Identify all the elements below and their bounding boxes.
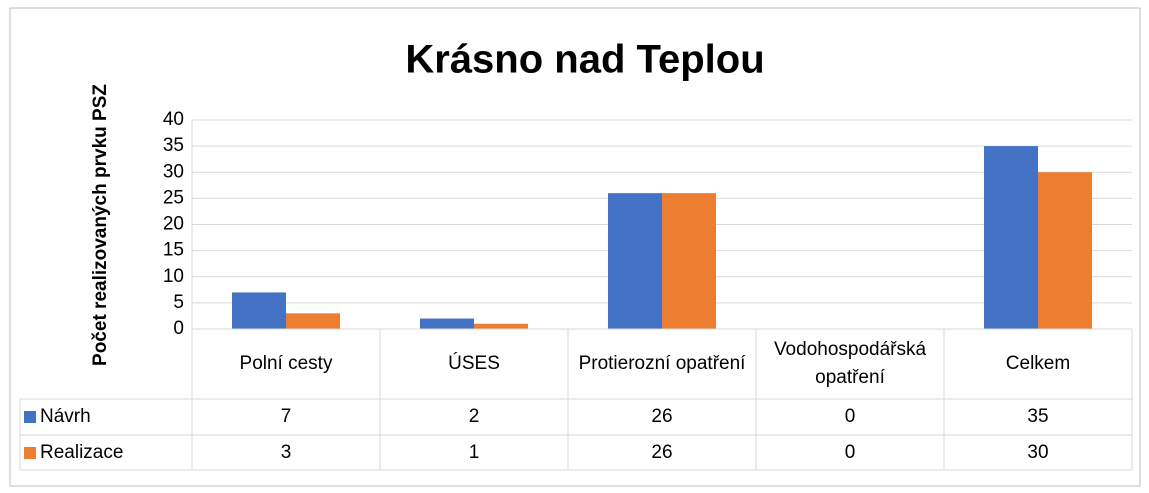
legend-item: Návrh xyxy=(20,399,192,435)
bar xyxy=(420,318,474,329)
table-value: 30 xyxy=(1027,441,1049,463)
y-tick-label: 35 xyxy=(163,135,184,156)
legend-key xyxy=(24,446,36,459)
y-tick-label: 20 xyxy=(163,214,184,235)
bar xyxy=(286,313,340,329)
table-value: 35 xyxy=(1027,406,1049,427)
category-label: Protierozní opatření xyxy=(578,353,746,374)
table-value: 1 xyxy=(468,441,480,463)
category-label: Vodohospodářská opatření xyxy=(773,339,927,388)
y-tick-label: 5 xyxy=(173,292,184,313)
table-value: 26 xyxy=(651,441,673,463)
legend-item: Realizace xyxy=(20,435,192,470)
y-tick-label: 15 xyxy=(163,240,184,261)
bar xyxy=(984,146,1038,329)
table-value: 0 xyxy=(844,441,856,463)
category-label: Polní cesty xyxy=(239,353,333,374)
bar xyxy=(232,292,286,329)
category-label: Celkem xyxy=(1005,353,1071,374)
table-value: 0 xyxy=(844,406,856,427)
chart-border xyxy=(9,7,1141,487)
table-value: 3 xyxy=(280,441,292,463)
legend-key xyxy=(24,411,36,423)
bar xyxy=(1038,172,1092,329)
table-value: 7 xyxy=(280,406,292,427)
chart-title: Krásno nad Teplou xyxy=(405,38,764,82)
legend-label: Návrh xyxy=(40,406,91,427)
y-axis-label: Počet realizovaných prvku PSZ xyxy=(90,84,111,366)
y-tick-label: 30 xyxy=(163,161,184,182)
y-tick-label: 40 xyxy=(163,109,184,130)
table-value: 2 xyxy=(468,406,480,427)
bar xyxy=(474,323,528,329)
bar xyxy=(608,193,662,329)
y-tick-label: 10 xyxy=(163,266,184,287)
bar xyxy=(662,193,716,329)
legend-label: Realizace xyxy=(40,441,124,463)
y-tick-label: 0 xyxy=(173,318,184,339)
y-tick-label: 25 xyxy=(163,187,184,208)
table-value: 26 xyxy=(651,406,673,427)
category-label: ÚSES xyxy=(448,353,500,374)
